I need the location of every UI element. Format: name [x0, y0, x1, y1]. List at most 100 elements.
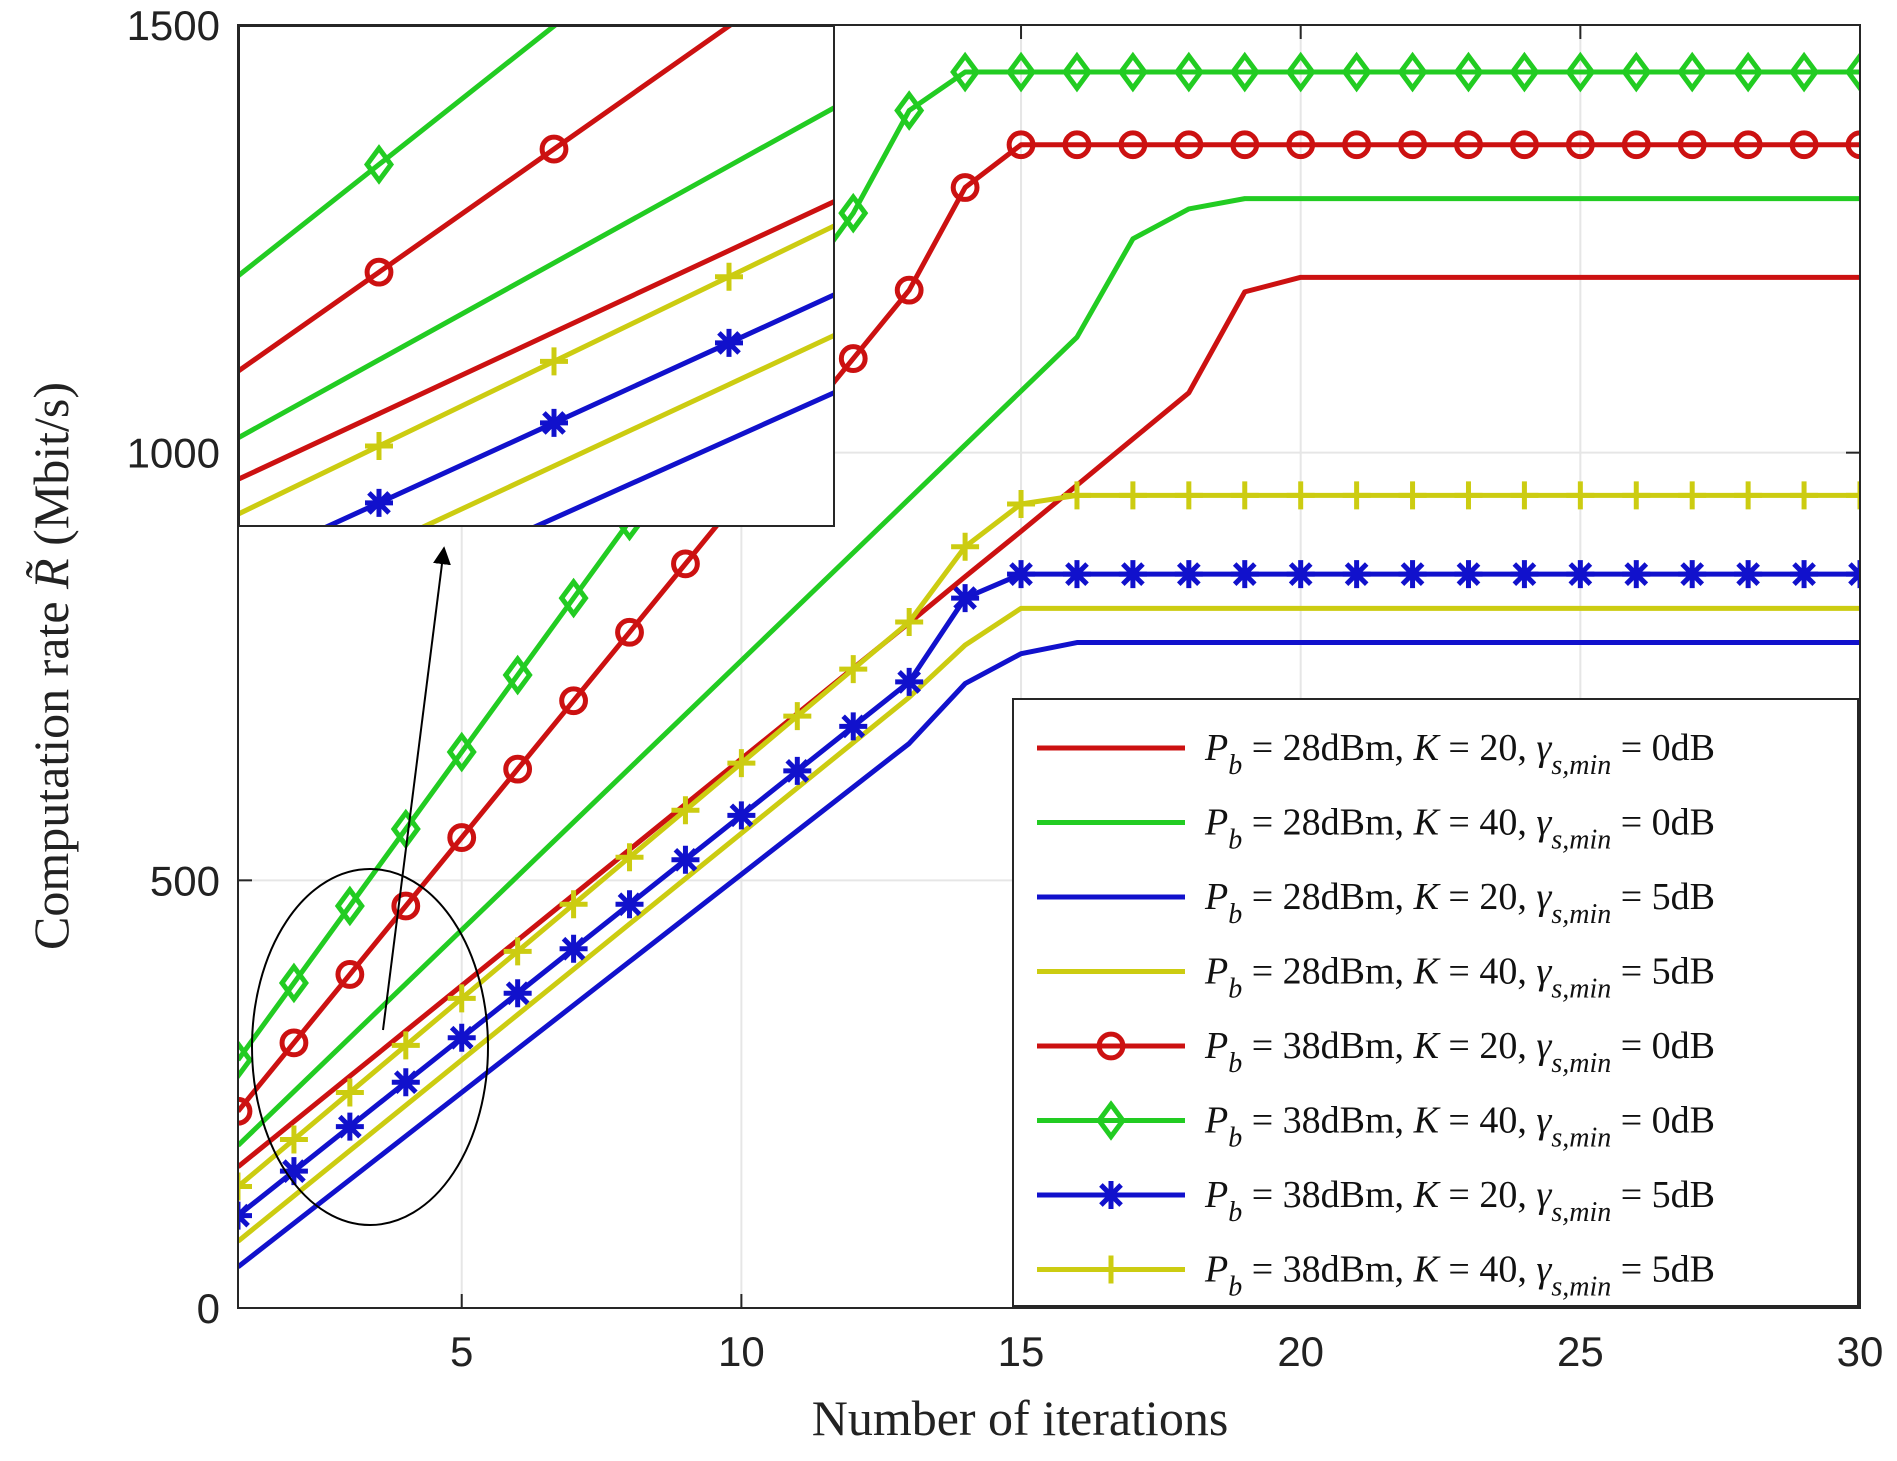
data-point — [1097, 1255, 1125, 1284]
x-tick-label: 5 — [450, 1328, 473, 1375]
x-axis-label: Number of iterations — [812, 1390, 1229, 1446]
data-point — [1118, 560, 1147, 589]
series — [238, 196, 1860, 1148]
data-point — [1118, 130, 1148, 160]
legend-item: Pb = 28dBm, K = 20, γs,min = 0dB — [1037, 727, 1715, 781]
data-point — [1622, 481, 1651, 510]
data-point — [446, 731, 477, 773]
series-line — [238, 640, 1860, 1269]
data-point — [895, 667, 924, 696]
data-point — [540, 347, 568, 376]
data-point — [365, 488, 393, 517]
inset-series-line — [239, 26, 559, 279]
data-point — [279, 1028, 309, 1058]
data-point — [1678, 560, 1707, 589]
inset-series — [239, 26, 559, 279]
x-tick-label: 10 — [718, 1328, 765, 1375]
inset-series — [239, 223, 834, 517]
data-point — [1174, 560, 1203, 589]
data-point — [540, 408, 568, 437]
inset-series-line — [239, 104, 834, 441]
axis-ticks: 5 10 15 20 25 30 0 500 1000 1500 — [127, 2, 1884, 1375]
data-point — [1454, 560, 1483, 589]
data-point — [1174, 130, 1204, 160]
data-point — [1509, 51, 1540, 93]
data-point — [1454, 130, 1483, 160]
data-point — [1677, 51, 1708, 93]
data-point — [615, 617, 644, 647]
series-line — [238, 142, 1860, 1113]
data-point — [1453, 51, 1484, 93]
data-point — [715, 328, 743, 357]
series — [238, 640, 1860, 1269]
data-point — [1062, 560, 1091, 589]
data-point — [1096, 1031, 1126, 1061]
data-point — [951, 532, 980, 561]
data-point — [839, 712, 868, 741]
data-point — [783, 756, 812, 785]
data-point — [1341, 51, 1372, 93]
data-point — [1789, 51, 1820, 93]
data-point — [1286, 560, 1315, 589]
data-point — [1846, 481, 1860, 510]
series — [238, 274, 1860, 1169]
data-point — [503, 754, 533, 784]
data-point — [1566, 560, 1595, 589]
data-point — [783, 702, 812, 731]
data-point — [559, 934, 588, 963]
data-point — [1230, 481, 1259, 510]
data-point — [1062, 130, 1092, 160]
series — [238, 130, 1860, 1126]
y-tick-label: 1000 — [127, 430, 220, 477]
series-group — [238, 51, 1860, 1269]
data-point — [951, 584, 980, 613]
data-point — [539, 134, 569, 164]
data-point — [1510, 130, 1539, 160]
data-point — [1454, 481, 1483, 510]
data-point — [447, 984, 476, 1013]
series — [238, 481, 1860, 1201]
y-tick-label: 500 — [150, 857, 220, 904]
data-point — [502, 654, 533, 696]
data-point — [1622, 560, 1651, 589]
data-point — [727, 801, 756, 830]
data-point — [1565, 130, 1595, 160]
data-point — [559, 890, 588, 919]
series-line — [238, 196, 1860, 1148]
data-point — [503, 979, 532, 1008]
legend-item: Pb = 38dBm, K = 40, γs,min = 5dB — [1037, 1249, 1715, 1303]
data-point — [334, 885, 365, 927]
data-point — [279, 1125, 308, 1154]
data-point — [671, 549, 700, 579]
data-point — [1007, 560, 1036, 589]
data-point — [727, 749, 756, 778]
data-point — [1734, 560, 1763, 589]
data-point — [335, 1112, 364, 1141]
data-point — [671, 796, 700, 825]
legend-label: Pb = 28dBm, K = 40, γs,min = 5dB — [1204, 951, 1715, 1005]
x-tick-label: 25 — [1557, 1328, 1604, 1375]
data-point — [1342, 560, 1371, 589]
data-point — [447, 823, 477, 852]
data-point — [1621, 51, 1652, 93]
data-point — [391, 891, 421, 921]
data-point — [715, 262, 743, 291]
data-point — [1790, 481, 1819, 510]
data-point — [1173, 51, 1204, 93]
data-point — [558, 577, 589, 619]
data-point — [1733, 130, 1763, 160]
data-point — [559, 686, 588, 716]
series — [238, 51, 1860, 1081]
inset-series-line — [322, 292, 834, 526]
legend-item: Pb = 28dBm, K = 40, γs,min = 5dB — [1037, 951, 1715, 1005]
x-tick-label: 15 — [998, 1328, 1045, 1375]
data-point — [447, 1023, 476, 1052]
data-point — [238, 1039, 254, 1081]
series — [238, 560, 1860, 1230]
data-point — [1230, 560, 1259, 589]
data-point — [838, 192, 869, 234]
data-point — [1006, 51, 1037, 93]
inset-series — [239, 26, 734, 374]
data-point — [950, 51, 981, 93]
